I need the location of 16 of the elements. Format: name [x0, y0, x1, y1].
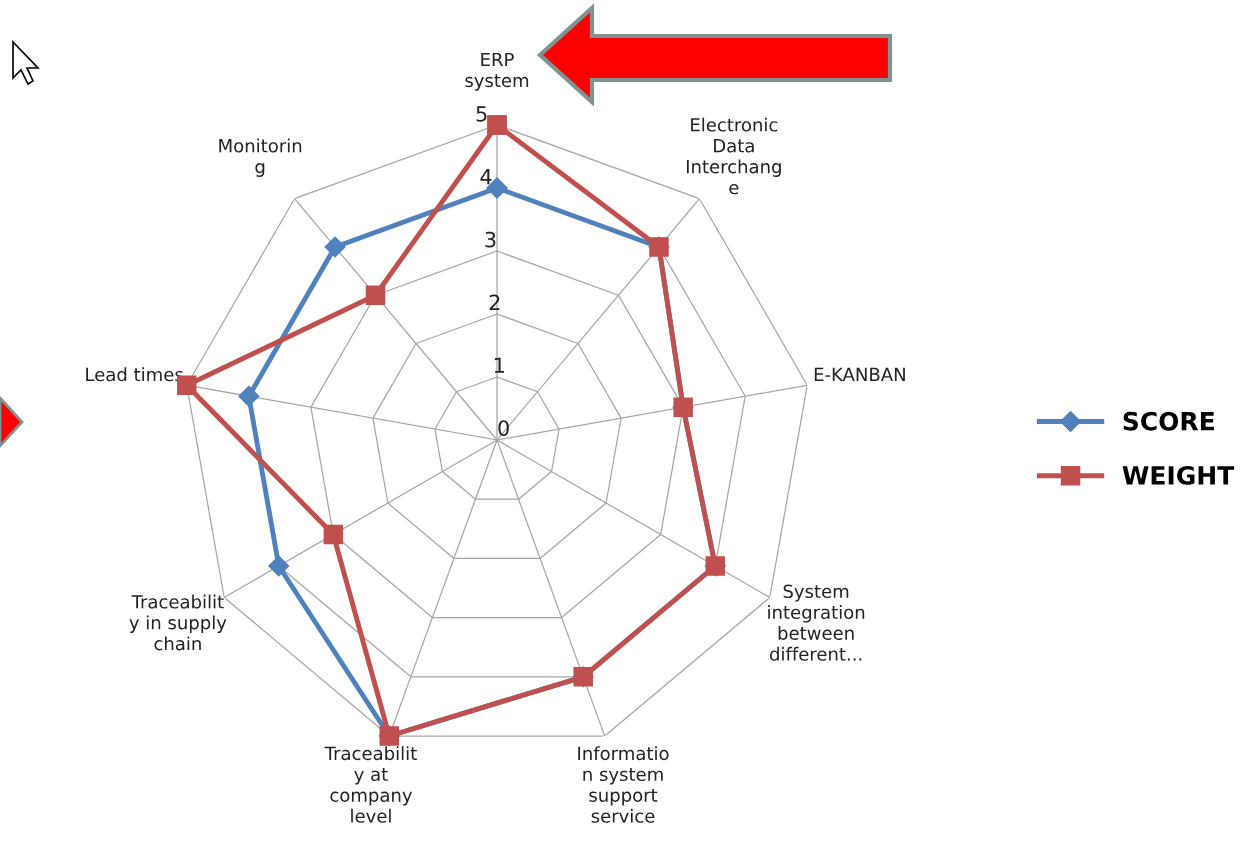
spoke-label: E-KANBAN	[814, 367, 905, 381]
y-tick-label: 0	[498, 420, 509, 436]
spoke-label: Electronic Data Interchang e	[686, 117, 781, 195]
y-tick-label: 1	[494, 357, 504, 373]
spoke-label: Informatio n system support service	[578, 746, 669, 823]
legend-label: WEIGHT	[1122, 465, 1235, 485]
legend-label: SCORE	[1123, 411, 1214, 431]
y-tick-label: 3	[485, 231, 496, 248]
spoke-label: Traceabilit y at company level	[324, 746, 417, 823]
spoke-label: Monitorin g	[219, 138, 302, 177]
spoke-label: System integration between different...	[768, 584, 865, 661]
y-tick-label: 2	[489, 294, 500, 310]
spoke-label: Traceabilit y in supply chain	[129, 594, 227, 651]
y-tick-label: 5	[476, 106, 487, 122]
y-tick-label: 4	[480, 169, 492, 185]
spoke-label: ERP system	[465, 52, 529, 91]
